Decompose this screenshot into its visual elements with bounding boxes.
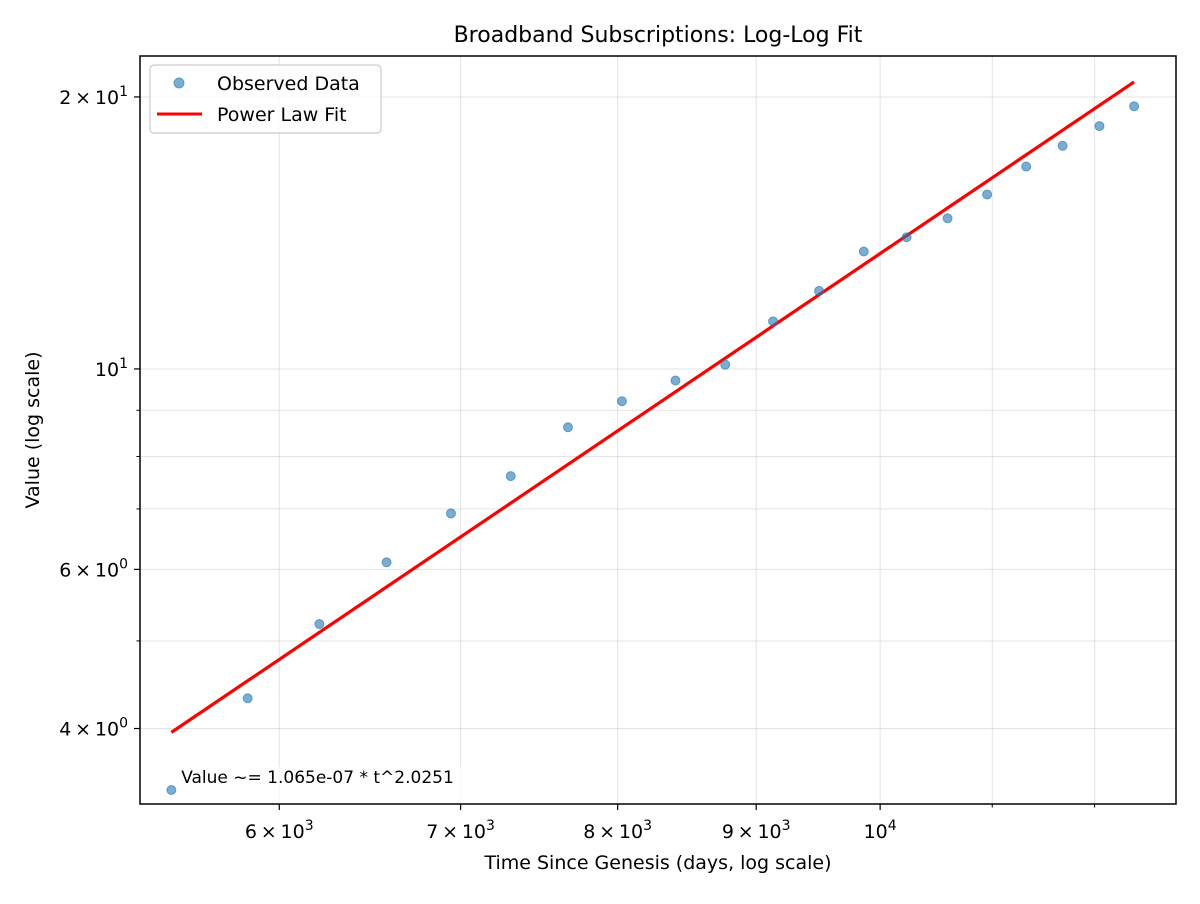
data-point <box>1094 121 1105 132</box>
tick-label: 104 <box>864 818 897 843</box>
tick-label: 101 <box>95 356 128 381</box>
legend-label-observed: Observed Data <box>217 73 360 95</box>
x-axis-label: Time Since Genesis (days, log scale) <box>483 852 831 874</box>
data-point <box>982 189 993 200</box>
axis-ticks: 6 × 103 7 × 103 8 × 103 9 × 103 104 4 × 100 6 … <box>59 84 1096 843</box>
power-law-fit-line <box>170 80 1135 734</box>
axes-frame <box>139 55 1177 805</box>
grid-lines <box>140 56 1176 804</box>
data-point <box>1129 101 1140 112</box>
data-point <box>858 246 869 257</box>
tick-label: 4 × 100 <box>59 716 128 741</box>
data-point <box>381 557 392 568</box>
data-point <box>1021 161 1032 172</box>
data-point <box>670 375 681 386</box>
data-point <box>166 784 177 795</box>
plot-area: Value ~= 1.065e-07 * t^2.0251 <box>166 80 1140 805</box>
data-point <box>901 232 912 243</box>
data-point <box>814 285 825 296</box>
data-point <box>616 396 627 407</box>
tick-label: 2 × 101 <box>59 84 128 109</box>
tick-label: 6 × 100 <box>59 556 128 581</box>
data-point <box>505 471 516 482</box>
data-point <box>242 693 253 704</box>
y-axis-label: Value (log scale) <box>22 351 44 508</box>
data-point <box>1057 140 1068 151</box>
tick-label: 8 × 103 <box>583 818 652 843</box>
legend-box <box>149 64 382 134</box>
data-point <box>445 508 456 519</box>
fit-equation-annotation: Value ~= 1.065e-07 * t^2.0251 <box>181 768 454 788</box>
data-point <box>942 213 953 224</box>
chart-title: Broadband Subscriptions: Log-Log Fit <box>454 23 863 48</box>
data-point <box>562 422 573 433</box>
annotation-bg <box>179 766 482 805</box>
tick-label: 9 × 103 <box>722 818 791 843</box>
tick-label: 7 × 103 <box>426 818 495 843</box>
legend: Observed Data Power Law Fit <box>149 64 382 134</box>
data-point <box>314 619 325 630</box>
data-point <box>720 359 731 370</box>
legend-label-fit: Power Law Fit <box>217 104 347 126</box>
legend-marker-observed <box>173 77 185 89</box>
tick-label: 6 × 103 <box>245 818 314 843</box>
data-point <box>768 316 779 327</box>
